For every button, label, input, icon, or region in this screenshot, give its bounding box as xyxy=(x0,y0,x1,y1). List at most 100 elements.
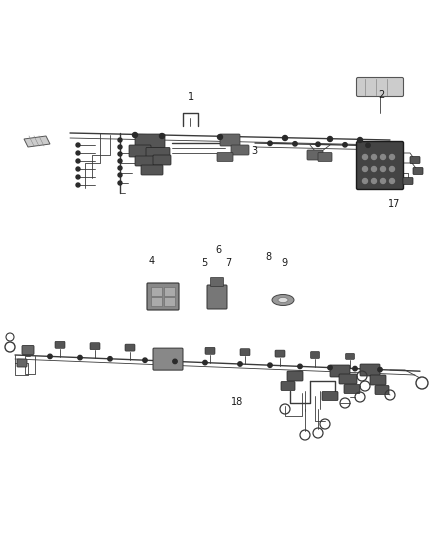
FancyBboxPatch shape xyxy=(152,297,162,306)
FancyBboxPatch shape xyxy=(311,351,319,359)
Circle shape xyxy=(118,173,122,177)
Text: 3: 3 xyxy=(251,146,257,156)
Text: 5: 5 xyxy=(201,258,207,268)
Circle shape xyxy=(76,143,80,147)
Circle shape xyxy=(108,357,112,361)
Text: 7: 7 xyxy=(225,258,231,268)
FancyBboxPatch shape xyxy=(211,278,223,287)
Circle shape xyxy=(283,135,287,141)
Circle shape xyxy=(328,136,332,141)
Text: 9: 9 xyxy=(281,258,287,268)
Circle shape xyxy=(357,138,363,142)
FancyBboxPatch shape xyxy=(275,350,285,357)
Circle shape xyxy=(298,364,302,369)
FancyBboxPatch shape xyxy=(165,297,176,306)
FancyBboxPatch shape xyxy=(220,134,240,146)
Circle shape xyxy=(363,166,367,172)
Circle shape xyxy=(389,179,395,183)
Circle shape xyxy=(343,143,347,147)
FancyBboxPatch shape xyxy=(129,145,151,157)
Circle shape xyxy=(76,159,80,163)
Circle shape xyxy=(363,179,367,183)
FancyBboxPatch shape xyxy=(413,167,423,174)
Text: 2: 2 xyxy=(378,90,384,100)
FancyBboxPatch shape xyxy=(346,353,354,359)
FancyBboxPatch shape xyxy=(287,371,303,381)
Circle shape xyxy=(76,167,80,171)
FancyBboxPatch shape xyxy=(17,359,27,367)
Circle shape xyxy=(363,155,367,159)
FancyBboxPatch shape xyxy=(370,375,386,385)
FancyBboxPatch shape xyxy=(339,374,357,384)
FancyBboxPatch shape xyxy=(307,150,323,160)
Text: 8: 8 xyxy=(265,252,271,262)
FancyBboxPatch shape xyxy=(375,385,389,394)
FancyBboxPatch shape xyxy=(231,145,249,155)
FancyBboxPatch shape xyxy=(360,364,380,376)
Circle shape xyxy=(159,133,165,139)
Circle shape xyxy=(118,166,122,170)
FancyBboxPatch shape xyxy=(330,365,350,377)
Polygon shape xyxy=(24,136,50,147)
Circle shape xyxy=(371,155,377,159)
Text: 18: 18 xyxy=(231,397,243,407)
FancyBboxPatch shape xyxy=(357,141,403,190)
Circle shape xyxy=(118,159,122,163)
FancyBboxPatch shape xyxy=(165,287,176,296)
Circle shape xyxy=(381,155,385,159)
Ellipse shape xyxy=(278,297,288,303)
FancyBboxPatch shape xyxy=(90,343,100,350)
FancyBboxPatch shape xyxy=(207,285,227,309)
FancyBboxPatch shape xyxy=(125,344,135,351)
FancyBboxPatch shape xyxy=(153,155,171,165)
Circle shape xyxy=(238,362,242,366)
FancyBboxPatch shape xyxy=(403,177,413,184)
FancyBboxPatch shape xyxy=(240,349,250,356)
FancyBboxPatch shape xyxy=(322,392,338,400)
Circle shape xyxy=(316,142,320,147)
Circle shape xyxy=(389,166,395,172)
Circle shape xyxy=(118,181,122,185)
Circle shape xyxy=(381,166,385,172)
Text: 4: 4 xyxy=(149,256,155,266)
FancyBboxPatch shape xyxy=(153,348,183,370)
FancyBboxPatch shape xyxy=(205,348,215,354)
Circle shape xyxy=(78,356,82,360)
Circle shape xyxy=(118,152,122,156)
FancyBboxPatch shape xyxy=(357,77,403,96)
FancyBboxPatch shape xyxy=(55,341,65,348)
Circle shape xyxy=(293,142,297,146)
FancyBboxPatch shape xyxy=(135,156,155,166)
FancyBboxPatch shape xyxy=(281,382,295,391)
FancyBboxPatch shape xyxy=(152,287,162,296)
FancyBboxPatch shape xyxy=(410,157,420,164)
Circle shape xyxy=(118,138,122,142)
FancyBboxPatch shape xyxy=(135,134,165,148)
Circle shape xyxy=(76,183,80,187)
Circle shape xyxy=(118,145,122,149)
Circle shape xyxy=(371,166,377,172)
Text: 17: 17 xyxy=(388,199,400,209)
Circle shape xyxy=(381,179,385,183)
Circle shape xyxy=(371,179,377,183)
FancyBboxPatch shape xyxy=(318,152,332,161)
Circle shape xyxy=(203,360,207,365)
Text: 1: 1 xyxy=(188,92,194,102)
Circle shape xyxy=(133,133,138,138)
Circle shape xyxy=(378,367,382,372)
FancyBboxPatch shape xyxy=(141,165,163,175)
Circle shape xyxy=(48,354,52,359)
Circle shape xyxy=(268,363,272,367)
Circle shape xyxy=(268,141,272,146)
Circle shape xyxy=(173,359,177,364)
Circle shape xyxy=(76,175,80,179)
Circle shape xyxy=(389,155,395,159)
FancyBboxPatch shape xyxy=(146,148,170,158)
Circle shape xyxy=(76,151,80,155)
Text: 6: 6 xyxy=(215,245,221,255)
Circle shape xyxy=(328,366,332,370)
FancyBboxPatch shape xyxy=(147,283,179,310)
Circle shape xyxy=(218,134,223,140)
Circle shape xyxy=(366,143,370,148)
Circle shape xyxy=(353,366,357,371)
